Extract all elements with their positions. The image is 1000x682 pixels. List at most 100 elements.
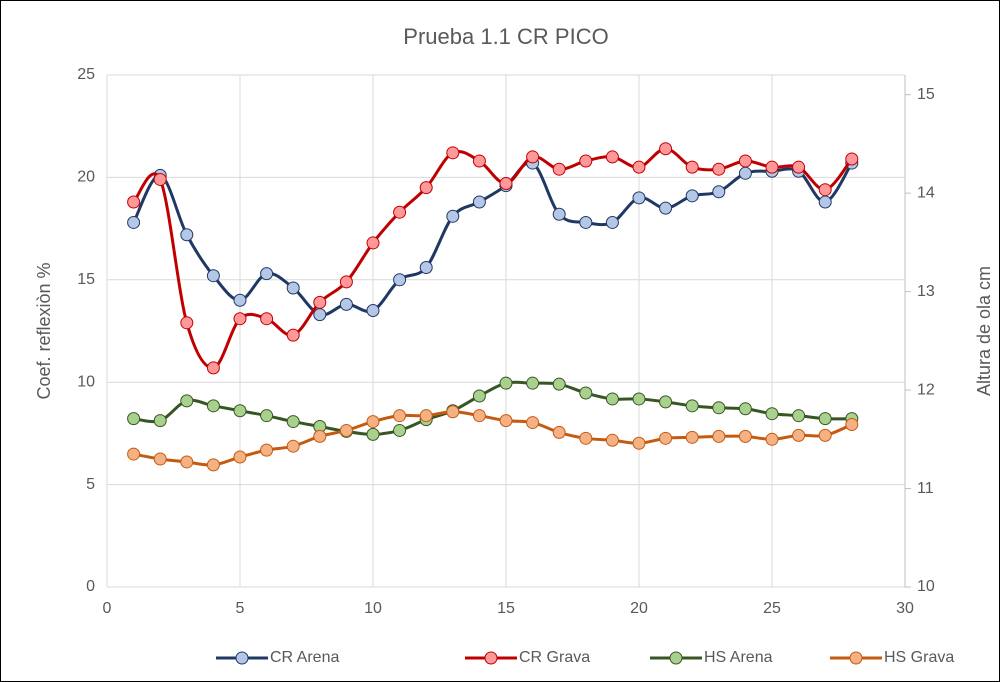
data-point [286,281,300,295]
x-tick-label: 30 [896,600,914,617]
data-point [127,195,141,209]
data-point [792,409,806,423]
data-point [659,431,673,445]
data-point [180,228,194,242]
data-point [446,209,460,223]
data-point [579,154,593,168]
data-point [180,394,194,408]
y-tick-label: 10 [77,373,95,390]
data-point [765,407,779,421]
data-point [632,160,646,174]
data-point [526,416,540,430]
data-point [818,412,832,426]
data-point [499,177,513,191]
data-point [472,409,486,423]
series-line [133,380,852,436]
series-line [133,410,853,467]
legend-label: CR Arena [270,649,339,666]
data-point [446,146,460,160]
data-point [286,439,300,453]
y2-tick-label: 14 [917,184,935,201]
data-point [260,409,274,423]
y2-tick-label: 11 [917,480,934,497]
data-point [366,304,380,318]
data-point [632,436,646,450]
data-point [393,423,407,437]
data-point [419,181,433,195]
data-point [206,269,220,283]
data-point [579,386,593,400]
y-tick-label: 0 [86,578,95,595]
y2-tick-label: 10 [917,578,935,595]
data-point [685,160,699,174]
x-tick-label: 0 [103,600,112,617]
data-point [313,308,327,322]
y-tick-label: 15 [77,271,95,288]
y-tick-label: 20 [77,169,95,186]
data-point [579,431,593,445]
data-point [233,404,247,418]
legend-marker [484,651,498,665]
data-point [472,389,486,403]
data-point [845,418,859,432]
data-point [632,191,646,205]
data-point [393,205,407,219]
y2-axis-title: Altura de ola cm [974,266,994,396]
data-point [659,142,673,156]
data-point [366,415,380,429]
x-tick-label: 15 [497,600,515,617]
legend-label: HS Grava [884,649,954,666]
data-point [499,376,513,390]
data-point [153,414,167,428]
y2-tick-label: 15 [917,86,935,103]
data-point [153,172,167,186]
y-tick-label: 5 [86,476,95,493]
data-point [552,162,566,176]
data-point [233,450,247,464]
data-point [818,195,832,209]
data-point [738,166,752,180]
data-point [127,412,141,426]
data-point [526,150,540,164]
data-point [472,195,486,209]
data-point [712,401,726,415]
data-point [738,154,752,168]
data-point [579,215,593,229]
data-point [685,399,699,413]
data-point [818,183,832,197]
data-point [127,215,141,229]
data-point [552,377,566,391]
data-point [792,160,806,174]
data-point [153,452,167,466]
x-tick-label: 10 [364,600,382,617]
x-tick-label: 20 [630,600,648,617]
legend-marker [669,651,683,665]
data-point [127,447,141,461]
data-point [659,201,673,215]
data-point [233,312,247,326]
y-tick-label: 25 [77,66,95,83]
y2-tick-label: 13 [917,283,935,300]
data-point [712,185,726,199]
data-point [605,392,619,406]
data-point [552,207,566,221]
data-point [472,154,486,168]
data-point [366,236,380,250]
legend-label: CR Grava [519,649,590,666]
x-tick-label: 25 [763,600,781,617]
data-point [260,267,274,281]
data-point [765,432,779,446]
data-point [632,392,646,406]
data-point [339,423,353,437]
data-point [792,428,806,442]
y-axis-title: Coef. reflexiòn % [34,262,54,399]
data-point [180,316,194,330]
data-point [206,399,220,413]
data-point [818,428,832,442]
data-point [712,162,726,176]
data-point [552,425,566,439]
data-point [366,427,380,441]
data-point [738,402,752,416]
data-point [206,361,220,375]
